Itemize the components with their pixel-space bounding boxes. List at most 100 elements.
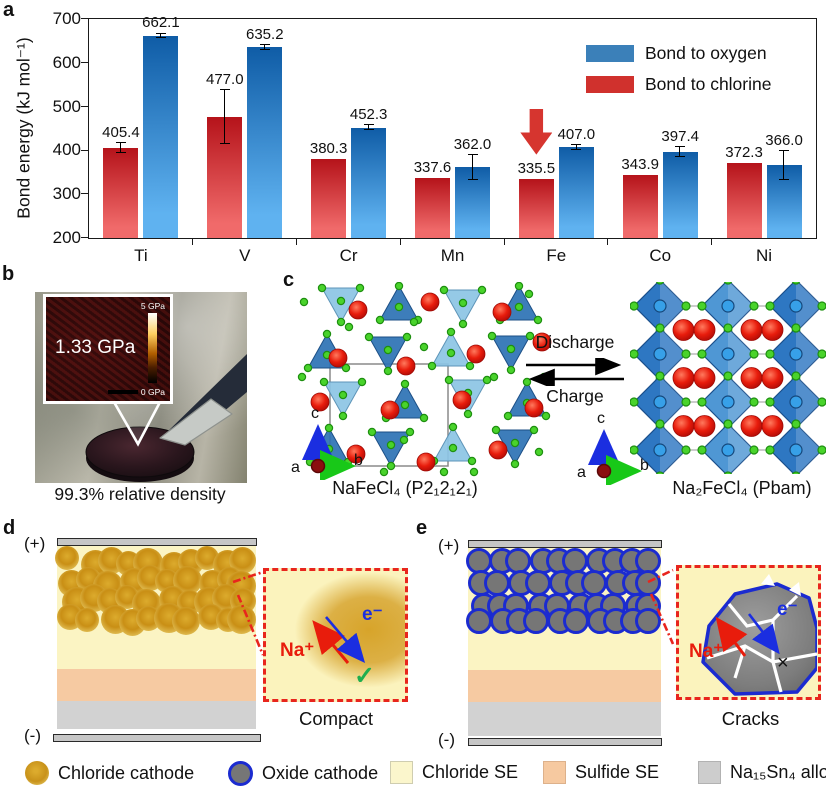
cl-atom [386, 461, 396, 471]
cl-atom [506, 365, 516, 375]
cl-atom [446, 348, 456, 358]
panel-c-label: c [283, 269, 295, 291]
bar-Co-oxygen [662, 151, 698, 238]
na-atom [672, 319, 695, 341]
cl-atom [533, 315, 543, 325]
cl-atom [489, 372, 499, 382]
axis-b-label: b [354, 452, 363, 469]
cl-atom [458, 319, 468, 329]
na-atom [466, 344, 486, 364]
cl-atom [817, 445, 826, 455]
cl-atom [355, 283, 365, 293]
na-atom [740, 415, 763, 437]
error-bar-cap [467, 178, 478, 180]
legend-item-chloride-se: Chloride SE [390, 761, 518, 784]
cl-atom [791, 371, 801, 381]
cl-atom [655, 323, 665, 333]
cl-atom [336, 317, 346, 327]
error-bar [223, 89, 225, 144]
cracked-particle-graphic [701, 574, 817, 696]
legend-item-oxide-cathode: Oxide cathode [228, 761, 378, 786]
electron-label: e⁻ [777, 599, 798, 620]
cracks-caption: Cracks [721, 708, 780, 729]
legend-label: Chloride cathode [58, 762, 195, 783]
error-bar [120, 142, 122, 154]
y-tick [81, 18, 89, 20]
panel-d-chloride-cell: d (+) (-) Na⁺ e⁻ ✓ Compac [0, 512, 413, 757]
x-category-label: Mn [440, 246, 465, 265]
discharge-label: Discharge [535, 332, 615, 352]
na2fecl4-structure [630, 282, 826, 474]
x-tick [503, 238, 505, 245]
na-atom [328, 348, 348, 368]
x-tick [192, 238, 194, 245]
cracked-particle [701, 582, 817, 696]
panel-d-label: d [3, 517, 16, 539]
error-bar-cap [219, 88, 230, 90]
axis-b-label: b [640, 457, 649, 474]
cl-atom [482, 375, 492, 385]
error-bar-cap [571, 144, 582, 146]
cl-atom [386, 440, 396, 450]
cl-atom [791, 323, 801, 333]
cl-atom [336, 296, 346, 306]
cl-atom [299, 297, 309, 307]
panel-e-oxide-cell: e (+) (-) [413, 512, 826, 757]
cl-atom [723, 371, 733, 381]
legend-swatch [586, 45, 634, 62]
cl-atom [297, 372, 307, 382]
na-atom [492, 302, 512, 322]
bar-Fe-chlorine [518, 178, 554, 238]
cl-atom [749, 397, 759, 407]
legend-entry-label: Bond to oxygen [645, 43, 767, 63]
cl-atom [697, 349, 707, 359]
error-bar-cap [675, 145, 686, 147]
positive-terminal: (+) [24, 534, 46, 553]
bar-Ti-chlorine [103, 148, 139, 238]
top-current-collector [57, 538, 257, 546]
cl-atom [630, 445, 639, 455]
sulfide-se-layer [57, 669, 256, 701]
legend-label: Sulfide SE [575, 762, 660, 782]
na-atom [488, 440, 508, 460]
cl-atom [723, 282, 733, 285]
cl-atom [534, 447, 544, 457]
chart-legend: Bond to oxygen Bond to chlorine [586, 43, 771, 105]
bar-Ni-chlorine [726, 162, 762, 238]
legend-swatch [586, 76, 634, 93]
alloy-anode-layer [468, 702, 661, 736]
cl-atom [765, 397, 775, 407]
cl-atom [749, 349, 759, 359]
fe-atom [721, 347, 735, 361]
negative-terminal: (-) [438, 730, 455, 749]
nafecl4-caption: NaFeCl₄ (P2₁2₁2₁) [332, 478, 478, 498]
na-ion-label: Na⁺ [280, 640, 315, 661]
cl-atom [322, 329, 332, 339]
na-atom [693, 415, 716, 437]
x-category-label: Ti [134, 246, 148, 265]
cl-atom [630, 301, 639, 311]
axis-c-label: c [597, 410, 605, 427]
cl-atom [448, 443, 458, 453]
error-bar [679, 146, 681, 157]
panel-b-pellet-photo: b 1.33 GPa 5 GPa 0 GPa [0, 262, 280, 512]
cl-atom [439, 285, 449, 295]
electron-arrow [325, 616, 366, 663]
y-tick-label: 400 [52, 140, 81, 160]
electron-arrow [747, 613, 780, 655]
chart-legend-entry: Bond to chlorine [586, 74, 771, 95]
cl-atom [487, 331, 497, 341]
scale-bar [108, 390, 138, 394]
error-bar [783, 150, 785, 180]
bottom-current-collector [53, 734, 261, 742]
cl-atom [383, 366, 393, 376]
cl-atom [655, 371, 665, 381]
legend-label: Oxide cathode [262, 763, 379, 783]
bar-Cr-chlorine [311, 159, 347, 238]
cl-atom [749, 445, 759, 455]
na-atom [420, 292, 440, 312]
cl-atom [510, 438, 520, 448]
panel-e-label: e [416, 517, 428, 539]
fe-atom [789, 347, 803, 361]
alloy-anode-layer [57, 701, 256, 729]
